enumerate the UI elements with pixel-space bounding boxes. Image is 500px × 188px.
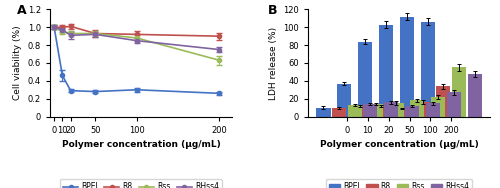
Text: A: A	[18, 4, 27, 17]
Bar	[426, 103, 440, 117]
Bar	[436, 86, 450, 117]
X-axis label: Polymer concentration (μg/mL): Polymer concentration (μg/mL)	[320, 140, 478, 149]
Bar	[338, 83, 351, 117]
Y-axis label: LDH release (%): LDH release (%)	[269, 27, 278, 99]
Bar	[452, 67, 466, 117]
Bar	[394, 108, 408, 117]
Bar	[368, 104, 382, 117]
Bar	[405, 106, 419, 117]
Bar	[332, 108, 346, 117]
Legend: BPEI, R8, Rss, RHss4: BPEI, R8, Rss, RHss4	[326, 179, 472, 188]
Bar	[358, 42, 372, 117]
Bar	[390, 103, 404, 117]
Bar	[431, 97, 445, 117]
Text: B: B	[268, 4, 278, 17]
Bar	[384, 102, 398, 117]
Bar	[416, 102, 430, 117]
Bar	[353, 106, 367, 117]
Bar	[447, 92, 461, 117]
Bar	[379, 25, 393, 117]
Bar	[364, 104, 378, 117]
Bar	[316, 108, 330, 117]
Bar	[374, 106, 388, 117]
X-axis label: Polymer concentration (μg/mL): Polymer concentration (μg/mL)	[62, 140, 220, 149]
Bar	[468, 74, 481, 117]
Bar	[420, 22, 435, 117]
Legend: BPEI, R8, Rss, RHss4: BPEI, R8, Rss, RHss4	[60, 179, 222, 188]
Y-axis label: Cell viability (%): Cell viability (%)	[13, 26, 22, 100]
Bar	[400, 17, 414, 117]
Bar	[348, 105, 362, 117]
Bar	[410, 100, 424, 117]
